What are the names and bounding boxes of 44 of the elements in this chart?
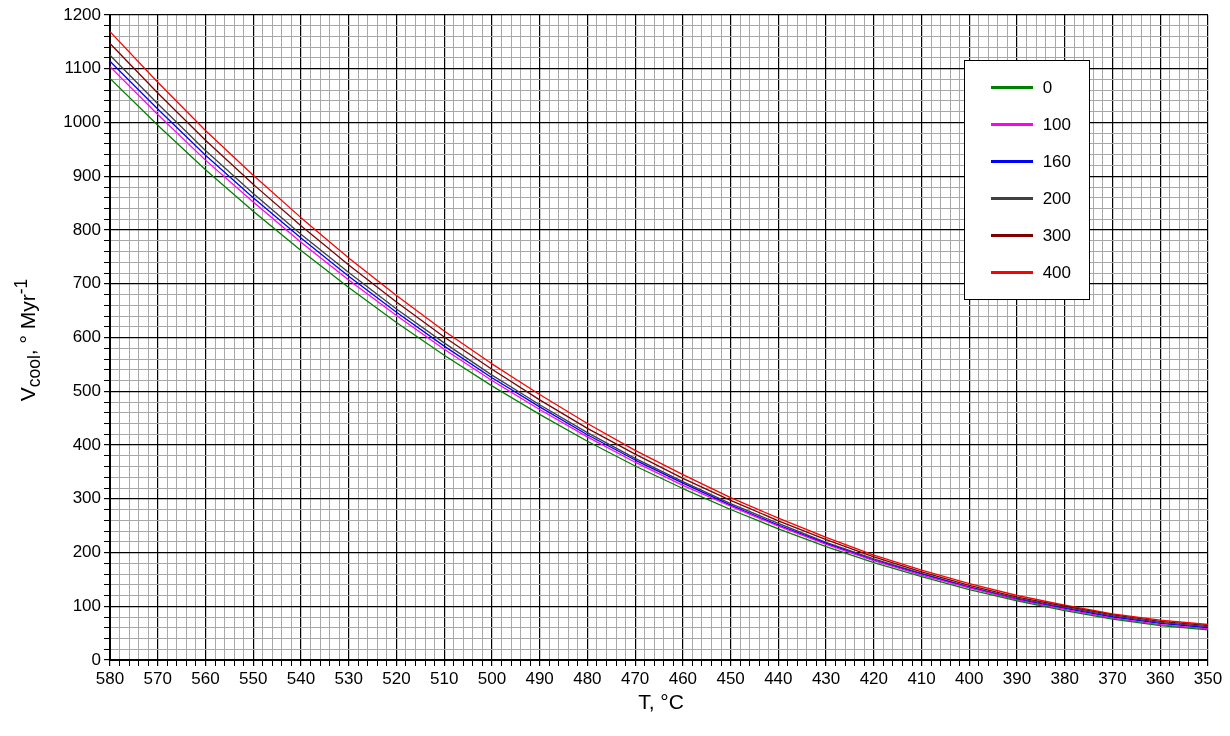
x-axis-title: T, °C [638, 690, 684, 714]
y-tick-label: 0 [91, 649, 101, 669]
y-tick-label: 1200 [63, 4, 101, 24]
x-tick-label: 480 [573, 668, 602, 688]
legend-label: 200 [1042, 188, 1071, 209]
y-tick-label: 400 [72, 434, 101, 454]
legend-label: 0 [1042, 77, 1053, 98]
legend-label: 300 [1042, 225, 1071, 246]
x-tick-label: 580 [95, 668, 125, 688]
x-tick-label: 390 [1002, 668, 1032, 688]
x-tick-label: 470 [620, 668, 650, 688]
x-tick-label: 370 [1098, 668, 1127, 688]
y-tick-label: 100 [72, 595, 101, 615]
x-tick-label: 570 [143, 668, 172, 688]
x-tick-label: 440 [764, 668, 793, 688]
x-tick-label: 500 [477, 668, 507, 688]
y-tick-label: 600 [72, 327, 101, 347]
x-tick-label: 510 [429, 668, 459, 688]
y-tick-label: 800 [72, 219, 101, 239]
y-tick-label: 900 [72, 165, 101, 185]
y-tick-label: 500 [72, 380, 101, 400]
y-tick-label: 700 [72, 273, 101, 293]
x-tick-label: 530 [334, 668, 363, 688]
legend-label: 400 [1042, 262, 1071, 283]
x-tick-label: 380 [1050, 668, 1079, 688]
x-tick-label: 550 [239, 668, 268, 688]
y-tick-label: 300 [72, 488, 101, 508]
x-tick-label: 420 [859, 668, 889, 688]
x-tick-label: 360 [1146, 668, 1175, 688]
x-tick-label: 520 [382, 668, 411, 688]
x-tick-label: 430 [811, 668, 841, 688]
y-tick-label: 200 [72, 542, 101, 562]
x-tick-label: 450 [716, 668, 745, 688]
x-tick-label: 490 [525, 668, 554, 688]
x-tick-label: 400 [955, 668, 984, 688]
legend-label: 100 [1042, 114, 1071, 135]
y-tick-label: 1000 [63, 112, 101, 132]
x-tick-label: 410 [907, 668, 936, 688]
x-tick-label: 350 [1193, 668, 1223, 688]
x-tick-label: 540 [286, 668, 316, 688]
x-tick-label: 460 [668, 668, 698, 688]
y-tick-label: 1100 [64, 58, 101, 78]
legend-label: 160 [1042, 151, 1071, 172]
x-tick-label: 560 [191, 668, 220, 688]
